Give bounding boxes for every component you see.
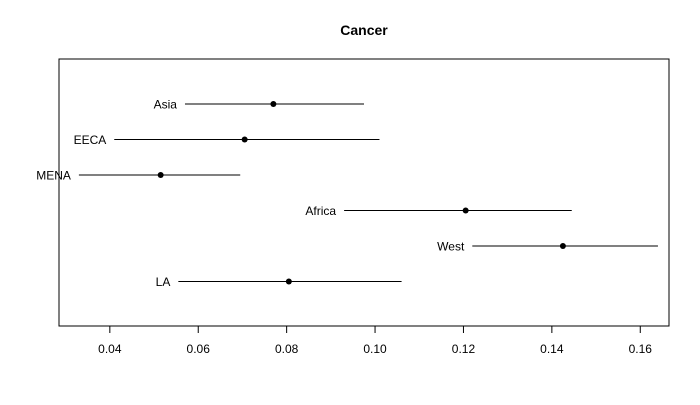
x-tick-label: 0.10 <box>363 342 387 356</box>
forest-row: Asia <box>154 98 364 112</box>
forest-row: LA <box>156 275 402 289</box>
x-tick-label: 0.14 <box>540 342 564 356</box>
point-marker <box>462 207 469 214</box>
plot-marks: Asia EECA MENA Africa West LA <box>36 98 658 289</box>
x-tick-label: 0.08 <box>275 342 299 356</box>
point-marker <box>559 243 566 249</box>
x-tick-label: 0.04 <box>98 342 122 356</box>
point-label: Africa <box>305 204 336 218</box>
x-axis: 0.04 0.06 0.08 0.10 0.12 0.14 0.16 <box>98 325 653 356</box>
point-marker <box>157 172 164 178</box>
x-tick-label: 0.12 <box>452 342 476 356</box>
point-label: EECA <box>74 133 107 147</box>
forest-row: West <box>437 240 658 254</box>
forest-row: MENA <box>36 169 241 183</box>
point-label: Asia <box>154 98 178 112</box>
forest-row: Africa <box>305 204 572 218</box>
point-label: LA <box>156 275 171 289</box>
forest-row: EECA <box>74 133 380 147</box>
point-label: West <box>437 240 465 254</box>
x-tick-label: 0.16 <box>629 342 653 356</box>
point-marker <box>285 278 292 285</box>
point-label: MENA <box>36 169 71 183</box>
chart-title: Cancer <box>340 22 388 38</box>
point-marker <box>241 136 248 143</box>
point-marker <box>270 101 277 107</box>
x-tick-label: 0.06 <box>187 342 211 356</box>
plot-frame <box>58 58 670 327</box>
